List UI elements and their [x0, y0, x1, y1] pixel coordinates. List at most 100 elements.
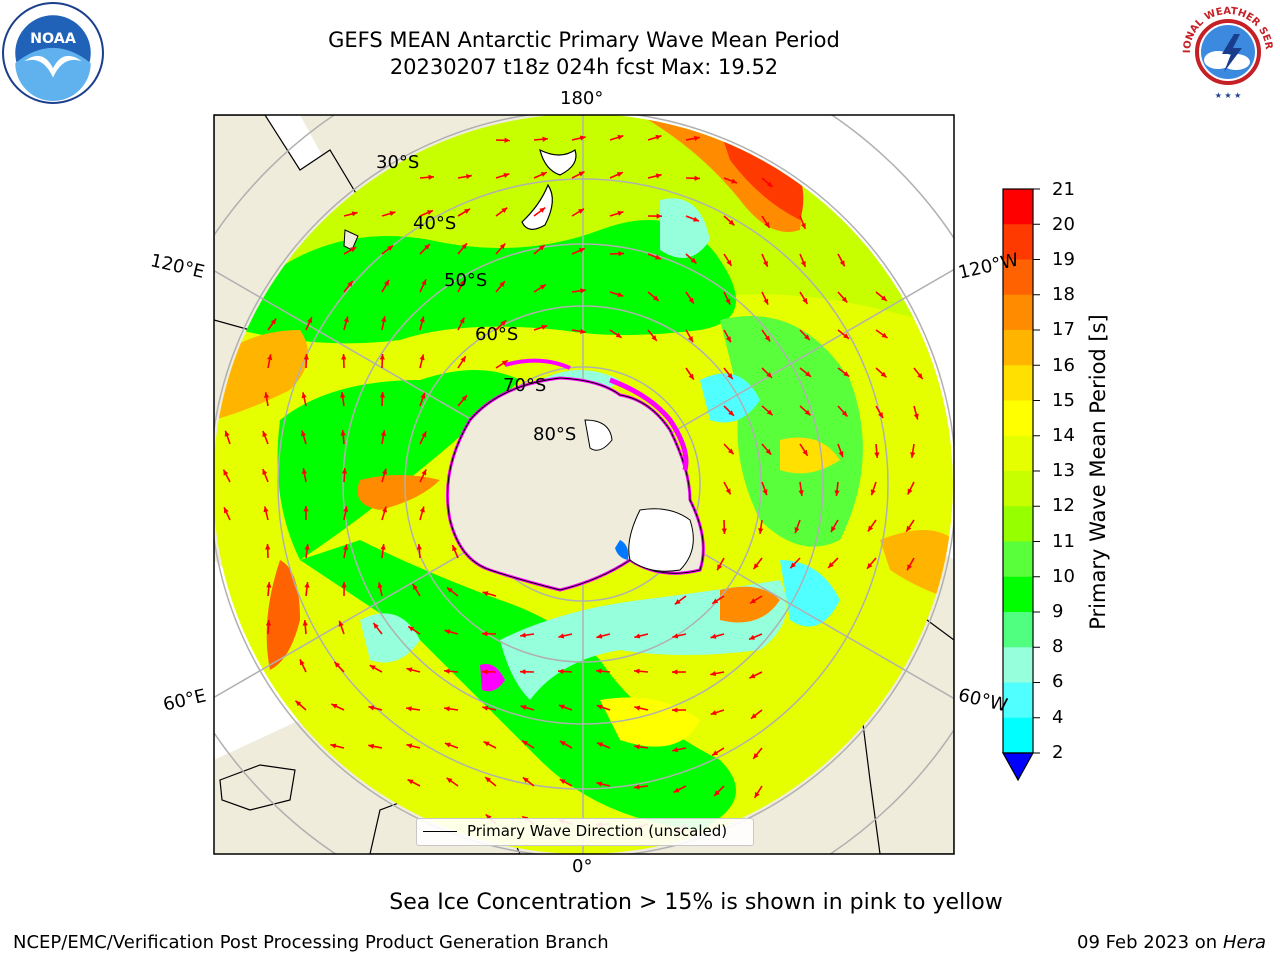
colorbar-swatch: [1003, 541, 1033, 578]
wave-arrow-head: [725, 298, 731, 305]
wave-arrow-head: [728, 219, 735, 226]
colorbar-tick-label: 14: [1052, 425, 1075, 446]
wave-arrow-head: [382, 506, 388, 513]
wave-arrow-head: [688, 297, 694, 304]
colorbar-swatch: [1003, 435, 1033, 472]
wave-arrow-head: [541, 324, 548, 330]
wave-arrow-head: [710, 633, 717, 639]
map-frame: [213, 114, 955, 855]
wave-arrow-head: [618, 251, 624, 257]
wave-arrow-head: [421, 431, 427, 438]
machine-name: Hera: [1222, 932, 1266, 953]
wave-arrow-head: [267, 354, 273, 361]
wave-arrow-head: [224, 430, 230, 437]
colorbar-swatch: [1003, 189, 1033, 225]
wave-arrow-head: [539, 207, 546, 213]
wave-arrow-head: [503, 172, 510, 178]
wave-arrow-head: [343, 316, 349, 323]
wave-arrow-head: [764, 335, 771, 342]
wave-arrow-head: [446, 777, 453, 784]
wave-arrow-head: [580, 328, 586, 334]
noaa-logo-text: NOAA: [30, 31, 76, 47]
wave-arrow-head: [804, 409, 811, 416]
wave-arrow-head: [634, 633, 641, 639]
wave-arrow-head: [596, 704, 603, 710]
wave-arrow-head: [762, 489, 768, 496]
wave-arrow-head: [482, 705, 489, 711]
lon-label-0: 0°: [572, 856, 593, 877]
wave-arrow-head: [368, 705, 375, 711]
colorbar-swatch: [1003, 259, 1033, 296]
wave-arrow-head: [412, 584, 418, 590]
new-zealand-land: [539, 148, 577, 176]
wave-arrow-head: [802, 449, 808, 456]
wave-arrow-head: [341, 468, 348, 474]
wave-arrow-head: [867, 525, 874, 532]
wave-arrow-head: [710, 671, 717, 677]
wave-arrow-head: [304, 582, 310, 588]
wave-arrow-head: [710, 710, 717, 716]
wave-arrow-head: [408, 626, 415, 632]
wave-arrow-head: [444, 668, 450, 674]
wave-arrow-head: [499, 243, 506, 250]
wave-arrow-head: [542, 136, 548, 142]
wave-arrow-head: [444, 742, 451, 748]
wave-arrow-head: [223, 469, 229, 476]
wave-arrow-head: [421, 279, 427, 286]
wave-arrow-head: [804, 334, 810, 341]
wave-arrow-head: [714, 790, 720, 796]
wave-arrow-head: [712, 598, 719, 604]
colorbar: [1001, 188, 1040, 782]
wave-arrow-head: [764, 221, 770, 228]
wave-arrow-head: [452, 545, 458, 552]
wave-arrow-head: [223, 507, 229, 514]
wave-arrow-head: [262, 430, 268, 437]
wave-arrow-head: [634, 705, 641, 711]
wave-arrow-head: [522, 740, 529, 746]
colorbar-tick-label: 17: [1052, 319, 1075, 340]
wave-arrow-head: [843, 371, 850, 377]
wave-arrow-head: [334, 661, 340, 668]
colorbar-tick-label: 11: [1052, 531, 1075, 552]
wave-arrow-head: [596, 668, 602, 674]
wave-arrow-head: [301, 392, 307, 399]
wave-arrow-head: [688, 373, 694, 380]
wave-arrow-head: [880, 295, 887, 301]
wave-arrow-head: [838, 451, 844, 458]
wave-arrow-head: [419, 354, 425, 361]
wave-arrow-head: [907, 564, 913, 571]
wave-arrow-head: [466, 173, 472, 180]
wave-arrow-head: [672, 633, 679, 639]
wave-arrow-head: [263, 392, 270, 398]
wave-arrow-head: [805, 371, 811, 377]
colorbar-tick-label: 10: [1052, 566, 1075, 587]
wave-arrow-head: [265, 544, 271, 550]
wave-arrow-head: [672, 707, 678, 713]
colorbar-tick-label: 4: [1052, 707, 1064, 728]
wave-arrow-head: [655, 254, 662, 260]
wave-arrow-head: [350, 247, 357, 253]
wave-arrow-head: [917, 373, 923, 380]
wave-arrow-head: [634, 744, 640, 750]
wave-arrow-head: [482, 591, 489, 597]
colorbar-tick-label: 8: [1052, 636, 1064, 657]
colorbar-tick-label: 21: [1052, 179, 1075, 200]
wave-arrow-head: [347, 281, 353, 287]
wave-arrow-head: [444, 706, 450, 712]
wave-arrow-head: [727, 448, 734, 455]
wave-arrow-head: [301, 468, 307, 475]
map-legend: Primary Wave Direction (unscaled): [416, 818, 754, 846]
wave-arrow-head: [712, 750, 719, 756]
wave-arrow-head: [907, 488, 913, 495]
wave-arrow-head: [717, 564, 723, 571]
wave-arrow-head: [406, 743, 413, 749]
wave-arrow-head: [655, 173, 662, 179]
noaa-logo: NOAA: [2, 2, 104, 104]
wave-arrow-head: [910, 452, 916, 458]
colorbar-swatch: [1003, 576, 1033, 613]
wave-arrow-head: [834, 490, 840, 496]
wave-arrow-head: [766, 181, 773, 188]
wave-arrow-head: [754, 791, 760, 798]
date-text: 09 Feb 2023 on: [1077, 932, 1218, 953]
wave-arrow-head: [753, 563, 759, 570]
